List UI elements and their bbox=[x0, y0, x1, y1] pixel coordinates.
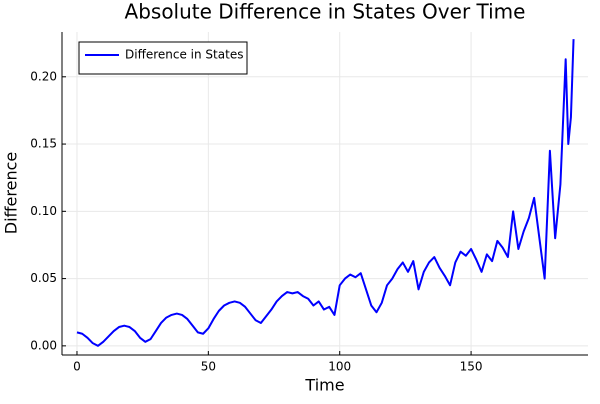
y-tick-label: 0.05 bbox=[30, 271, 57, 285]
y-tick-label: 0.10 bbox=[30, 204, 57, 218]
x-axis-label: Time bbox=[304, 376, 344, 395]
y-tick-label: 0.20 bbox=[30, 69, 57, 83]
x-tick-label: 0 bbox=[73, 360, 81, 374]
chart-title: Absolute Difference in States Over Time bbox=[125, 0, 526, 24]
y-tick-label: 0.15 bbox=[30, 137, 57, 151]
legend-box bbox=[78, 41, 248, 75]
y-tick-label: 0.00 bbox=[30, 338, 57, 352]
x-tick-label: 150 bbox=[460, 360, 483, 374]
data-line bbox=[76, 39, 575, 347]
y-axis-label: Difference bbox=[2, 152, 21, 234]
x-tick-label: 50 bbox=[201, 360, 216, 374]
legend-label: Difference in States bbox=[125, 48, 243, 62]
x-tick-label: 100 bbox=[328, 360, 351, 374]
